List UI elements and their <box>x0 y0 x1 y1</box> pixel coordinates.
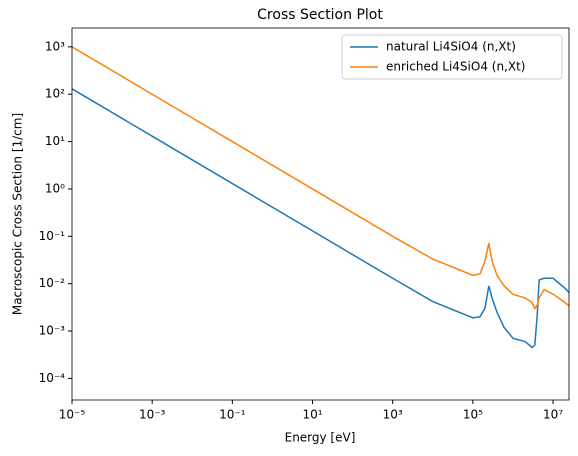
x-tick-label: 10⁷ <box>543 408 563 422</box>
y-tick-label: 10⁻¹ <box>39 229 66 243</box>
x-tick-label: 10⁻³ <box>139 408 166 422</box>
legend-box <box>341 34 563 80</box>
y-tick-label: 10⁻³ <box>39 324 66 338</box>
chart-title: Cross Section Plot <box>257 7 383 23</box>
y-tick-label: 10⁰ <box>45 181 65 195</box>
x-axis-label: Energy [eV] <box>285 431 356 445</box>
x-tick-label: 10⁻⁵ <box>59 408 86 422</box>
y-tick-label: 10¹ <box>45 134 65 148</box>
y-tick-label: 10⁻⁴ <box>39 371 66 385</box>
x-tick-label: 10¹ <box>302 408 322 422</box>
legend-label: natural Li4SiO4 (n,Xt) <box>386 40 516 54</box>
series-line <box>72 46 569 310</box>
y-tick-label: 10² <box>45 87 65 101</box>
x-tick-label: 10⁵ <box>463 408 483 422</box>
y-tick-label: 10³ <box>45 39 65 53</box>
x-tick-label: 10⁻¹ <box>219 408 246 422</box>
y-tick-label: 10⁻² <box>39 276 66 290</box>
legend-label: enriched Li4SiO4 (n,Xt) <box>386 60 525 74</box>
x-tick-label: 10³ <box>383 408 403 422</box>
series-line <box>72 88 569 349</box>
plot-frame <box>71 27 570 401</box>
y-axis-label: Macroscopic Cross Section [1/cm] <box>11 113 25 315</box>
